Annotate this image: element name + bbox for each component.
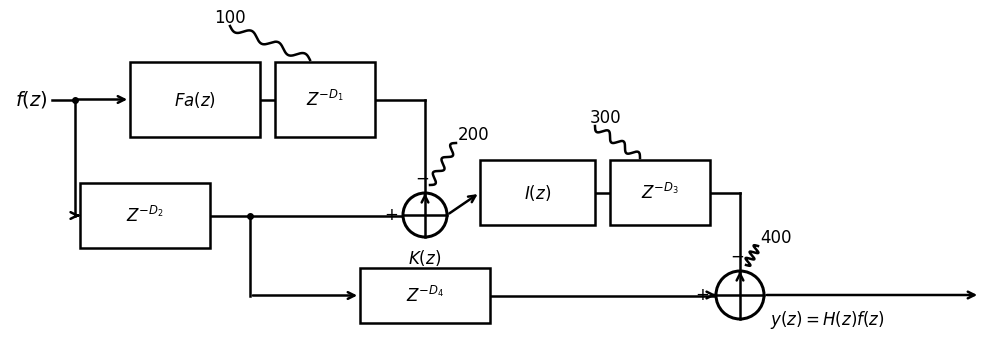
Text: $Z^{-D_1}$: $Z^{-D_1}$ — [306, 90, 344, 110]
Text: $+$: $+$ — [384, 207, 398, 223]
Bar — [610, 160, 710, 225]
Bar — [480, 160, 595, 225]
Text: $y(z)=H(z)f(z)$: $y(z)=H(z)f(z)$ — [770, 309, 885, 331]
Text: $f(z)$: $f(z)$ — [15, 89, 48, 110]
Text: 400: 400 — [760, 229, 792, 247]
Bar — [360, 268, 490, 323]
Bar — [80, 183, 210, 248]
Bar — [130, 62, 260, 137]
Circle shape — [716, 271, 764, 319]
Text: 200: 200 — [458, 126, 490, 144]
Circle shape — [403, 193, 447, 237]
Text: $Z^{-D_4}$: $Z^{-D_4}$ — [406, 285, 444, 305]
Text: $K(z)$: $K(z)$ — [408, 248, 442, 268]
Text: $Fa(z)$: $Fa(z)$ — [174, 90, 216, 110]
Text: $Z^{-D_2}$: $Z^{-D_2}$ — [126, 205, 164, 226]
Text: $I(z)$: $I(z)$ — [524, 183, 551, 203]
Text: 300: 300 — [590, 109, 622, 127]
Text: 100: 100 — [214, 9, 246, 27]
Text: $Z^{-D_3}$: $Z^{-D_3}$ — [641, 183, 679, 203]
Text: $-$: $-$ — [730, 248, 744, 265]
Bar — [275, 62, 375, 137]
Text: $-$: $-$ — [415, 170, 429, 187]
Text: $+$: $+$ — [695, 286, 709, 304]
